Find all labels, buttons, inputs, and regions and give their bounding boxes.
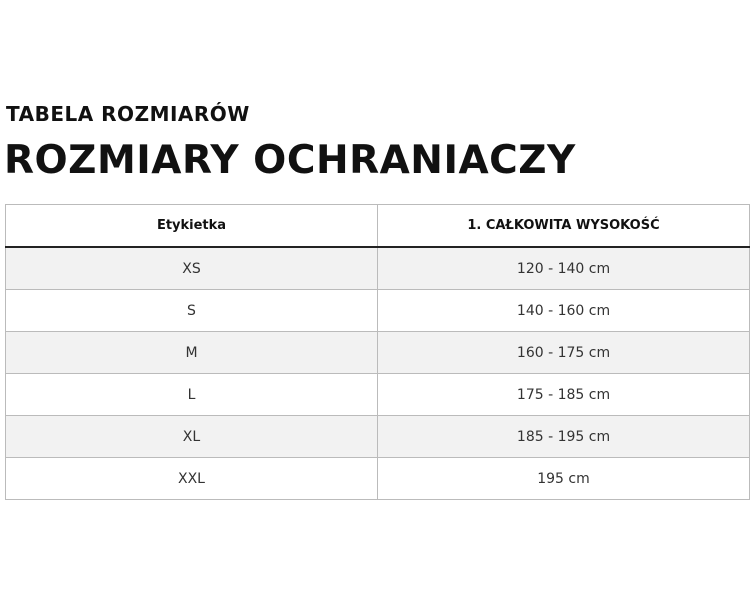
header-height: 1. CAŁKOWITA WYSOKOŚĆ	[377, 204, 750, 248]
size-table: Etykietka 1. CAŁKOWITA WYSOKOŚĆ XS 120 - …	[5, 204, 750, 500]
table-row: M 160 - 175 cm	[5, 331, 750, 374]
table-row: XS 120 - 140 cm	[5, 246, 750, 290]
table-row: S 140 - 160 cm	[5, 289, 750, 332]
table-row: L 175 - 185 cm	[5, 373, 750, 416]
page-subtitle: TABELA ROZMIARÓW	[6, 102, 250, 126]
size-label: L	[5, 373, 378, 416]
size-label: XXL	[5, 457, 378, 500]
height-value: 140 - 160 cm	[377, 289, 750, 332]
size-label: S	[5, 289, 378, 332]
height-value: 185 - 195 cm	[377, 415, 750, 458]
height-value: 175 - 185 cm	[377, 373, 750, 416]
table-header-row: Etykietka 1. CAŁKOWITA WYSOKOŚĆ	[5, 204, 750, 248]
page-title: ROZMIARY OCHRANIACZY	[4, 138, 576, 183]
table-row: XXL 195 cm	[5, 457, 750, 500]
header-label: Etykietka	[5, 204, 378, 248]
size-label: XL	[5, 415, 378, 458]
table-row: XL 185 - 195 cm	[5, 415, 750, 458]
size-label: M	[5, 331, 378, 374]
height-value: 120 - 140 cm	[377, 246, 750, 290]
height-value: 160 - 175 cm	[377, 331, 750, 374]
size-label: XS	[5, 246, 378, 290]
height-value: 195 cm	[377, 457, 750, 500]
